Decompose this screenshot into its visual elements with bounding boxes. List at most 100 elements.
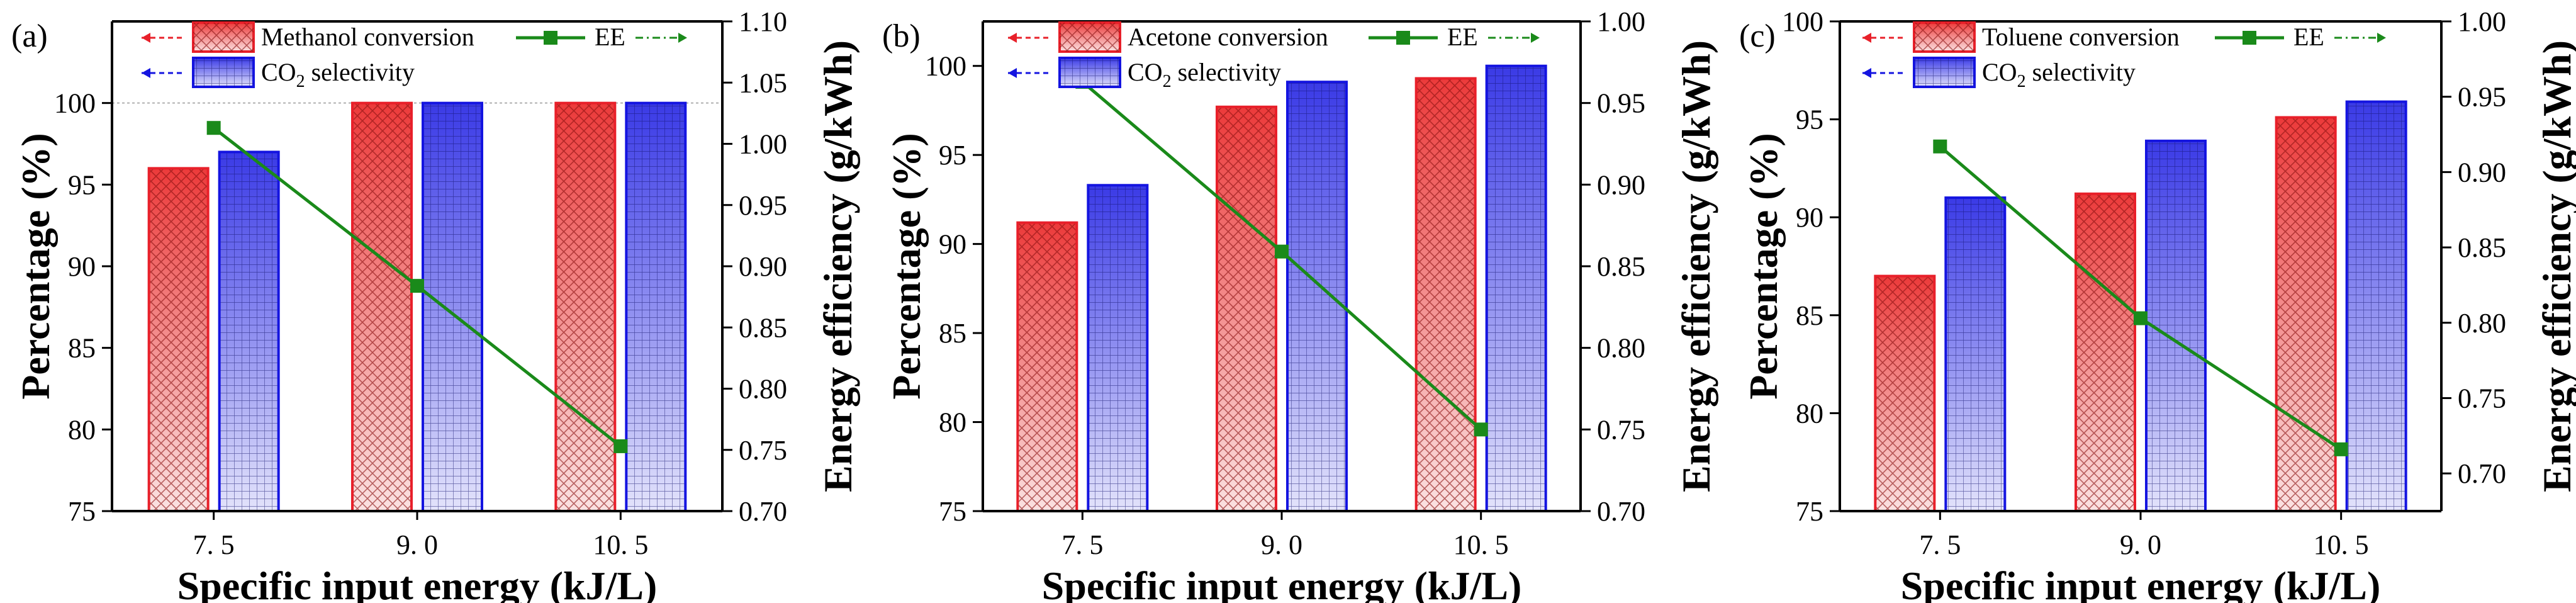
arrow-left-icon bbox=[1862, 68, 1871, 78]
bar-outline bbox=[625, 101, 687, 512]
bar-selectivity-2 bbox=[1286, 81, 1348, 512]
bar-conversion-1 bbox=[1874, 274, 1936, 512]
arrow-left-icon bbox=[142, 68, 150, 78]
y-tick-label: 85 bbox=[1796, 300, 1823, 331]
y2-tick-label: 1.05 bbox=[739, 67, 787, 98]
y2-tick-label: 0.80 bbox=[739, 374, 787, 405]
y2-tick-label: 1.00 bbox=[1597, 6, 1645, 37]
y2-tick-label: 0.85 bbox=[2458, 232, 2506, 263]
bar-outline bbox=[2275, 116, 2337, 513]
ee-point-2 bbox=[410, 279, 424, 293]
bar-conversion-2 bbox=[1216, 105, 1277, 512]
legend-ee-marker bbox=[1396, 31, 1410, 45]
ee-point-1 bbox=[1933, 139, 1947, 154]
legend-label-conversion: Toluene conversion bbox=[1982, 23, 2180, 51]
y-axis-title: Percentage (%) bbox=[13, 133, 58, 400]
y-tick-label: 80 bbox=[68, 414, 96, 445]
x-tick-label: 10. 5 bbox=[1453, 529, 1509, 560]
legend-swatch-pattern bbox=[1060, 23, 1120, 52]
x-tick-label: 9. 0 bbox=[2120, 529, 2161, 560]
bar-conversion-2 bbox=[2075, 192, 2136, 512]
ee-point-1 bbox=[206, 121, 221, 135]
bar-selectivity-3 bbox=[2345, 100, 2407, 513]
bar-outline bbox=[1944, 196, 2007, 512]
legend: Methanol conversion CO2 selectivity EE bbox=[142, 21, 687, 91]
y2-tick-label: 0.90 bbox=[1597, 169, 1645, 200]
x-tick-label: 7. 5 bbox=[193, 529, 235, 560]
bar-selectivity-3 bbox=[1485, 64, 1547, 512]
y2-tick-label: 0.80 bbox=[2458, 308, 2506, 339]
y-tick-label: 90 bbox=[939, 229, 966, 260]
y2-tick-label: 0.90 bbox=[739, 251, 787, 282]
legend: Toluene conversion CO2 selectivity EE bbox=[1862, 21, 2386, 91]
bar-selectivity-1 bbox=[1087, 184, 1149, 512]
y2-tick-label: 0.95 bbox=[1597, 88, 1645, 119]
ee-point-2 bbox=[2134, 311, 2148, 325]
y2-tick-label: 0.85 bbox=[739, 312, 787, 343]
y2-tick-label: 0.95 bbox=[2458, 82, 2506, 113]
legend-swatch-pattern bbox=[1060, 58, 1120, 87]
x-tick-label: 7. 5 bbox=[1061, 529, 1103, 560]
arrow-right-icon bbox=[2377, 33, 2386, 43]
bar-conversion-3 bbox=[1414, 77, 1477, 513]
y2-tick-label: 1.00 bbox=[2458, 6, 2506, 37]
y2-tick-label: 0.95 bbox=[739, 190, 787, 221]
panel-label: (c) bbox=[1739, 18, 1776, 54]
bar-outline bbox=[1286, 81, 1348, 512]
legend-label-selectivity: CO2 selectivity bbox=[1128, 58, 1281, 91]
bar-outline bbox=[2345, 100, 2407, 513]
y2-tick-label: 0.70 bbox=[1597, 496, 1645, 527]
bar-selectivity-2 bbox=[422, 101, 483, 512]
y-tick-label: 90 bbox=[68, 251, 96, 282]
arrow-right-icon bbox=[678, 33, 687, 43]
x-tick-label: 10. 5 bbox=[593, 529, 648, 560]
x-axis-title: Specific input energy (kJ/L) bbox=[1042, 563, 1522, 603]
bar-outline bbox=[422, 101, 483, 512]
y2-tick-label: 1.10 bbox=[739, 6, 787, 37]
legend-swatch-pattern bbox=[1914, 58, 1974, 87]
arrow-left-icon bbox=[142, 33, 150, 43]
legend-label-ee: EE bbox=[1447, 23, 1478, 51]
y2-axis-title: Energy efficiency (g/kWh) bbox=[1674, 40, 1718, 492]
bar-outline bbox=[2075, 192, 2136, 512]
y-axis-title: Percentage (%) bbox=[1741, 133, 1786, 400]
legend: Acetone conversion CO2 selectivity EE bbox=[1008, 21, 1540, 91]
bar-conversion-3 bbox=[554, 101, 617, 512]
legend-label-ee: EE bbox=[2293, 23, 2324, 51]
x-tick-label: 9. 0 bbox=[1261, 529, 1302, 560]
x-axis-title: Specific input energy (kJ/L) bbox=[177, 563, 658, 603]
y-tick-label: 95 bbox=[68, 169, 96, 200]
y-tick-label: 85 bbox=[68, 333, 96, 364]
y2-tick-label: 0.70 bbox=[739, 496, 787, 527]
y-tick-label: 100 bbox=[1782, 6, 1823, 37]
y2-tick-label: 0.70 bbox=[2458, 458, 2506, 489]
legend-swatch-pattern bbox=[193, 58, 254, 87]
bar-outline bbox=[218, 150, 280, 512]
chart-panel-1: (a) 7. 5 9. 0 10. 5 75 80 85 90 95 100 0.70 0.75 0.8… bbox=[11, 6, 860, 603]
x-tick-label: 10. 5 bbox=[2314, 529, 2369, 560]
legend-swatch-pattern bbox=[1914, 23, 1974, 52]
arrow-right-icon bbox=[1531, 33, 1540, 43]
y-tick-label: 90 bbox=[1796, 202, 1823, 233]
x-tick-label: 7. 5 bbox=[1919, 529, 1961, 560]
legend-ee-marker bbox=[544, 31, 557, 45]
bar-outline bbox=[1414, 77, 1477, 513]
ee-point-3 bbox=[1474, 422, 1488, 437]
legend-label-conversion: Methanol conversion bbox=[261, 23, 474, 51]
y2-tick-label: 0.75 bbox=[1597, 414, 1645, 445]
bar-conversion-1 bbox=[147, 167, 210, 512]
bar-outline bbox=[1485, 64, 1547, 512]
y2-axis-title: Energy efficiency (g/kWh) bbox=[2534, 40, 2576, 492]
bar-selectivity-1 bbox=[218, 150, 280, 512]
y2-tick-label: 0.75 bbox=[739, 435, 787, 466]
y-tick-label: 85 bbox=[939, 318, 966, 349]
bar-outline bbox=[554, 101, 617, 512]
bar-conversion-3 bbox=[2275, 116, 2337, 513]
bar-outline bbox=[1216, 105, 1277, 512]
bar-outline bbox=[351, 101, 413, 512]
bar-outline bbox=[147, 167, 210, 512]
x-tick-label: 9. 0 bbox=[396, 529, 438, 560]
legend-label-selectivity: CO2 selectivity bbox=[1982, 58, 2136, 91]
ee-point-3 bbox=[2334, 442, 2348, 456]
arrow-left-icon bbox=[1862, 33, 1871, 43]
